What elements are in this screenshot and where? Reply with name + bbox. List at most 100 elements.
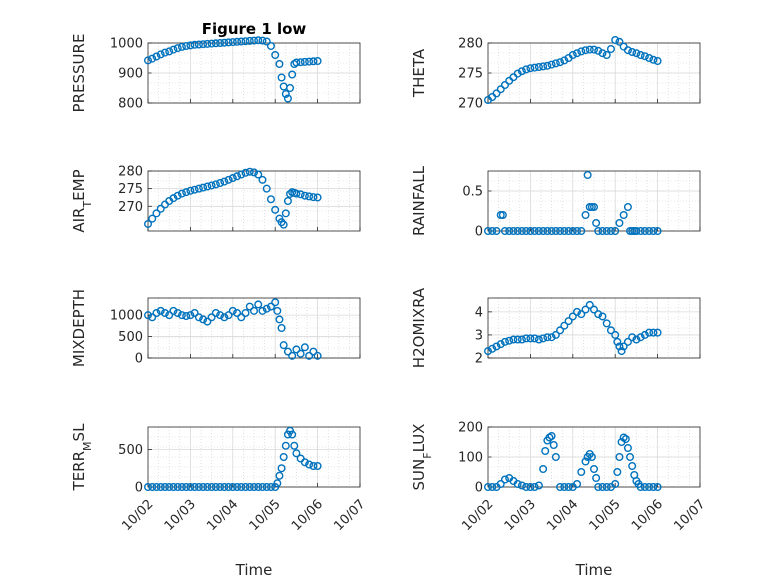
data-point (283, 347, 292, 356)
data-point (484, 347, 493, 356)
axes-frame (487, 42, 701, 104)
data-point (598, 226, 607, 235)
data-point (632, 49, 641, 58)
data-point (305, 460, 314, 469)
x-tick-label: 10/06 (289, 497, 326, 534)
data-point (271, 298, 280, 307)
series-points (143, 426, 322, 492)
data-point (220, 38, 229, 47)
data-point (484, 226, 493, 235)
data-point (530, 334, 539, 343)
data-point (266, 42, 275, 51)
data-point (300, 57, 309, 66)
data-point (568, 51, 577, 60)
axes-frame (147, 297, 361, 359)
data-point (258, 483, 267, 492)
data-point (551, 330, 560, 339)
series-points (143, 298, 322, 360)
data-point (190, 185, 199, 194)
data-point (182, 42, 191, 51)
data-point (194, 313, 203, 322)
y-tick-label: 1000 (110, 37, 143, 52)
data-point (245, 167, 254, 176)
data-point (313, 193, 322, 202)
series-points (143, 167, 322, 229)
x-tick-label: 10/04 (544, 497, 581, 534)
data-point (534, 481, 543, 490)
data-point (233, 309, 242, 318)
data-point (152, 483, 161, 492)
subplot-sun_flux: 0 100 200 SUNFLUX 10/02 10/03 10/04 10/05 10/06 1… (410, 421, 708, 580)
data-point (577, 310, 586, 319)
y-axis-label: TERRMSL (70, 423, 94, 492)
data-point (241, 37, 250, 46)
data-point (492, 342, 501, 351)
chart-title: Figure 1 low (202, 20, 307, 38)
data-point (547, 60, 556, 69)
axes-frame (147, 42, 361, 104)
data-point (288, 70, 297, 79)
data-point (522, 65, 531, 74)
data-point (594, 226, 603, 235)
data-point (645, 483, 654, 492)
data-point (598, 312, 607, 321)
data-point (277, 464, 286, 473)
data-point (313, 351, 322, 360)
y-tick-label: 0 (135, 352, 143, 367)
data-point (156, 306, 165, 315)
data-point (288, 430, 297, 439)
data-point (594, 46, 603, 55)
data-point (211, 483, 220, 492)
data-point (577, 226, 586, 235)
data-point (271, 51, 280, 60)
data-point (207, 39, 216, 48)
data-point (224, 311, 233, 320)
y-axis-label: SUNFLUX (410, 424, 434, 491)
data-point (649, 55, 658, 64)
data-point (249, 306, 258, 315)
data-point (500, 475, 509, 484)
data-point (254, 170, 263, 179)
data-point (262, 184, 271, 193)
data-point (539, 334, 548, 343)
data-point (165, 483, 174, 492)
data-point (573, 226, 582, 235)
data-point (313, 57, 322, 66)
data-point (207, 313, 216, 322)
data-point (556, 483, 565, 492)
data-point (602, 51, 611, 60)
data-point (271, 205, 280, 214)
data-point (194, 40, 203, 49)
data-point (169, 483, 178, 492)
y-axis-label: THETA (410, 48, 428, 98)
data-point (526, 226, 535, 235)
data-point (262, 37, 271, 46)
data-point (645, 54, 654, 63)
data-point (632, 335, 641, 344)
data-point (513, 335, 522, 344)
data-point (541, 447, 550, 456)
data-point (300, 191, 309, 200)
x-tick-label: 10/05 (247, 497, 284, 534)
data-point (509, 335, 518, 344)
data-point (273, 306, 282, 315)
x-tick-label: 10/05 (587, 497, 624, 534)
data-point (186, 186, 195, 195)
data-point (186, 483, 195, 492)
data-point (526, 334, 535, 343)
data-point (220, 483, 229, 492)
data-point (177, 42, 186, 51)
data-point (173, 309, 182, 318)
data-point (615, 453, 624, 462)
data-point (194, 483, 203, 492)
data-point (148, 54, 157, 63)
data-point (233, 37, 242, 46)
data-point (619, 342, 628, 351)
data-point (262, 483, 271, 492)
y-tick-label: 3 (475, 328, 483, 343)
data-point (592, 474, 601, 483)
data-point (653, 226, 662, 235)
data-point (628, 48, 637, 57)
data-point (498, 210, 507, 219)
data-point (500, 226, 509, 235)
